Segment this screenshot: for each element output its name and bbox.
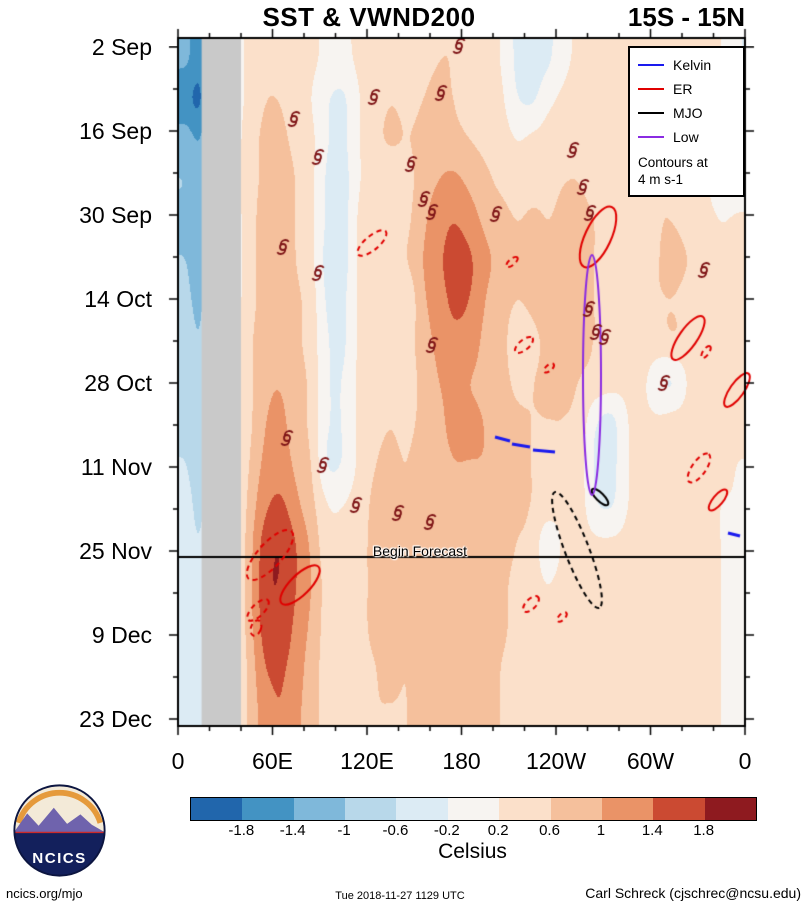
colorbar-tick-label: 1: [596, 822, 606, 839]
colorbar-tick-label: -1.8: [228, 822, 255, 839]
legend-item-kelvin: Kelvin: [638, 53, 735, 77]
logo-mountains-icon: [14, 807, 105, 833]
colorbar-tick-label: -1: [337, 822, 351, 839]
colorbar-segment: [242, 798, 294, 820]
y-axis-label: 14 Oct: [84, 286, 152, 312]
legend-item-mjo: MJO: [638, 101, 735, 125]
contour-note-line2: 4 m s-1: [638, 172, 684, 187]
legend-label: Low: [673, 129, 699, 145]
colorbar-tick-label: 0.2: [487, 822, 509, 839]
er-line-swatch: [638, 88, 664, 90]
logo-text: NCICS: [32, 850, 86, 867]
colorbar-title: Celsius: [438, 840, 507, 863]
x-axis-label: 60W: [626, 748, 675, 774]
colorbar-tick-label: -0.2: [433, 822, 460, 839]
colorbar-segment: [704, 798, 756, 820]
legend-label: ER: [673, 81, 693, 97]
y-axis-label: 11 Nov: [80, 454, 152, 480]
colorbar-tick-label: 1.8: [693, 822, 715, 839]
colorbar-segment: [653, 798, 705, 820]
y-axis-label: 28 Oct: [84, 370, 152, 396]
legend-label: MJO: [673, 105, 703, 121]
x-axis-label: 0: [171, 748, 185, 774]
wave-legend: Kelvin ER MJO Low Contours at 4 m s-1: [628, 46, 745, 197]
footer-credit: Carl Schreck (cjschrec@ncsu.edu): [585, 885, 801, 901]
begin-forecast-annotation: Begin Forecast: [372, 543, 468, 559]
x-axis-label: 120E: [340, 748, 394, 774]
ncics-logo: NCICS: [13, 784, 106, 877]
y-axis-label: 25 Nov: [79, 538, 152, 564]
colorbar-segment: [293, 798, 346, 820]
kelvin-line-swatch: [638, 64, 664, 66]
colorbar-segment: [550, 798, 602, 820]
contour-note-line1: Contours at: [638, 155, 708, 170]
x-axis-label: 120W: [525, 748, 587, 774]
logo-sunrise-arc: [15, 789, 104, 824]
colorbar-segment: [396, 798, 448, 820]
colorbar-segment: [601, 798, 654, 820]
x-axis-label: 180: [442, 748, 481, 774]
colorbar-tick-label: 1.4: [641, 822, 663, 839]
contour-note: Contours at 4 m s-1: [638, 154, 735, 188]
colorbar-segment: [191, 798, 243, 820]
y-axis-label: 9 Dec: [91, 622, 152, 648]
y-axis-label: 23 Dec: [79, 706, 152, 732]
legend-label: Kelvin: [673, 57, 712, 73]
mjo-line-swatch: [638, 112, 664, 114]
logo-ring: [13, 784, 106, 877]
footer-site-url: ncics.org/mjo: [6, 886, 83, 901]
colorbar-segment: [447, 798, 500, 820]
colorbar-tick-label: 0.6: [539, 822, 560, 839]
y-axis-label: 2 Sep: [91, 34, 152, 60]
colorbar: [190, 797, 757, 821]
x-axis-label: 0: [738, 748, 752, 774]
colorbar-tick-label: -1.4: [279, 822, 306, 839]
footer-timestamp: Tue 2018-11-27 1129 UTC: [335, 890, 465, 902]
y-axis-label: 16 Sep: [79, 118, 152, 144]
legend-item-er: ER: [638, 77, 735, 101]
low-line-swatch: [638, 136, 664, 138]
legend-item-low: Low: [638, 125, 735, 149]
colorbar-segment: [499, 798, 551, 820]
colorbar-tick-label: -0.6: [382, 822, 409, 839]
colorbar-segment: [345, 798, 397, 820]
x-axis-label: 60E: [252, 748, 293, 774]
y-axis-label: 30 Sep: [79, 202, 152, 228]
